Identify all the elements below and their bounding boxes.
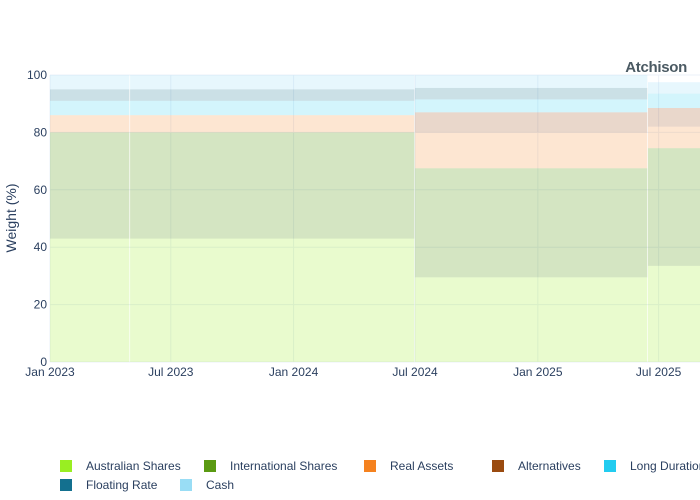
area-segment-australian-shares bbox=[415, 277, 648, 362]
x-tick-label: Jan 2023 bbox=[25, 365, 75, 379]
x-tick-label: Jul 2023 bbox=[148, 365, 194, 379]
legend-label: Alternatives bbox=[518, 459, 581, 473]
area-segment-international-shares bbox=[50, 132, 130, 239]
legend-label: Australian Shares bbox=[86, 459, 181, 473]
area-segment-real-assets bbox=[647, 126, 700, 149]
area-segment-long-duration bbox=[647, 93, 700, 109]
gridlines bbox=[49, 74, 700, 363]
x-tick-label: Jul 2025 bbox=[636, 365, 682, 379]
area-segment-real-assets bbox=[50, 115, 130, 133]
area-segment-australian-shares bbox=[647, 265, 700, 362]
legend-label: Floating Rate bbox=[86, 478, 158, 492]
legend-item-long-duration[interactable]: Long Duration bbox=[604, 458, 700, 474]
legend-swatch bbox=[604, 460, 616, 472]
legend-item-cash[interactable]: Cash bbox=[180, 477, 234, 493]
y-axis-title: Weight (%) bbox=[3, 184, 19, 253]
legend-swatch bbox=[60, 479, 72, 491]
legend-label: Real Assets bbox=[390, 459, 454, 473]
area-segment-international-shares bbox=[647, 148, 700, 266]
y-tick-label: 100 bbox=[27, 68, 47, 82]
x-tick-label: Jul 2024 bbox=[392, 365, 438, 379]
legend-swatch bbox=[204, 460, 216, 472]
y-tick-label: 20 bbox=[34, 298, 48, 312]
area-segment-australian-shares bbox=[50, 238, 130, 362]
brand-logo-text: Atchison bbox=[625, 59, 687, 76]
legend-swatch bbox=[180, 479, 192, 491]
legend-label: International Shares bbox=[230, 459, 338, 473]
y-tick-label: 60 bbox=[34, 183, 48, 197]
x-tick-label: Jan 2024 bbox=[269, 365, 319, 379]
area-segment-alternatives bbox=[647, 108, 700, 127]
area-segment-real-assets bbox=[415, 132, 648, 169]
area-segment-cash bbox=[647, 82, 700, 94]
legend-swatch bbox=[492, 460, 504, 472]
legend-item-alternatives[interactable]: Alternatives bbox=[492, 458, 581, 474]
legend-item-real-assets[interactable]: Real Assets bbox=[364, 458, 453, 474]
area-segment-cash bbox=[50, 75, 130, 90]
y-tick-label: 40 bbox=[34, 240, 48, 254]
area-segment-long-duration bbox=[415, 99, 648, 113]
area-segment-cash bbox=[130, 75, 415, 90]
area-segment-long-duration bbox=[130, 100, 415, 116]
stacked-areas bbox=[50, 75, 700, 362]
legend-item-australian-shares[interactable]: Australian Shares bbox=[60, 458, 181, 474]
x-tick-label: Jan 2025 bbox=[513, 365, 563, 379]
area-segment-floating-rate bbox=[130, 89, 415, 101]
area-segment-cash bbox=[415, 75, 648, 88]
area-segment-australian-shares bbox=[130, 238, 415, 362]
legend-label: Long Duration bbox=[630, 459, 700, 473]
axes: 0 20 40 60 80 100 Jan 2023 Jul 2023 Jan 2024 Jul … bbox=[25, 68, 681, 379]
legend-swatch bbox=[364, 460, 376, 472]
area-segment-floating-rate bbox=[50, 89, 130, 101]
area-segment-international-shares bbox=[130, 132, 415, 239]
legend-label: Cash bbox=[206, 478, 235, 492]
area-segment-floating-rate bbox=[415, 87, 648, 100]
area-segment-long-duration bbox=[50, 100, 130, 116]
legend-item-floating-rate[interactable]: Floating Rate bbox=[60, 477, 157, 493]
area-segment-real-assets bbox=[130, 115, 415, 133]
legend-swatch bbox=[60, 460, 72, 472]
y-tick-label: 0 bbox=[40, 355, 47, 369]
y-tick-label: 80 bbox=[34, 125, 48, 139]
area-segment-alternatives bbox=[415, 112, 648, 133]
legend-item-international-shares[interactable]: International Shares bbox=[204, 458, 337, 474]
area-segment-international-shares bbox=[415, 168, 648, 278]
